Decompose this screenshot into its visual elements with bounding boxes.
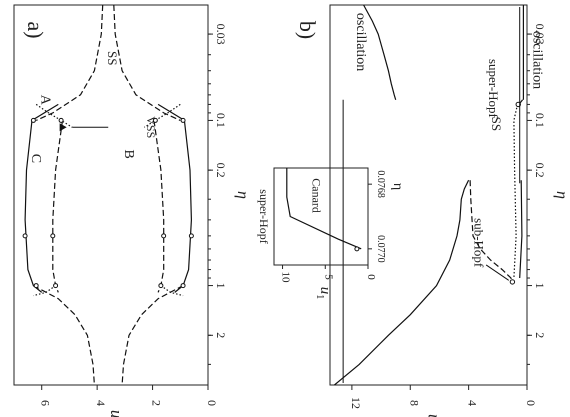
- panel-a-u-tick-label: 6: [39, 400, 53, 406]
- annotation-ss-label: SS: [105, 51, 120, 65]
- panel-b-series-solid: [519, 180, 523, 279]
- panel-b-series-dotted: [513, 104, 519, 279]
- panel-a-frame: [13, 4, 209, 386]
- panel-a-series-dashed: [113, 4, 181, 121]
- hopf-point-marker: [509, 279, 516, 285]
- inset-eta-axis-label: η: [390, 183, 405, 190]
- panel-b-eta-axis-label: η: [553, 191, 570, 199]
- inset-u-tick-label: 10: [280, 272, 292, 284]
- inset-eta-tick-label: 0.0770: [375, 235, 386, 262]
- branch-point-marker: [158, 283, 164, 289]
- panel-b: b) 0.030.10.21204812ηu1oscillationoscill…: [295, 4, 570, 417]
- panel-a-series-dashed: [153, 120, 165, 293]
- branch-point-marker: [180, 117, 186, 123]
- panel-a-series-dotted: [35, 103, 73, 128]
- panel-b-series-solid: [363, 4, 397, 100]
- inset-frame: [273, 167, 369, 266]
- panel-a-series-dashed: [121, 285, 184, 386]
- panel-a-u-tick-label: 2: [150, 400, 164, 406]
- panel-a-u-tick-label: 0: [205, 400, 219, 406]
- panel-a-eta-axis-label: η: [234, 191, 251, 199]
- inset-super-hopf-label: super-Hopf: [257, 189, 271, 243]
- panel-b-frame: [329, 4, 528, 386]
- sub-hopf-label: sub-Hopf: [471, 218, 486, 268]
- branch-point-marker: [180, 283, 186, 289]
- inset-canard-label: Canard: [309, 178, 323, 213]
- panel-b-eta-tick-label: 2: [533, 332, 547, 338]
- panel-a-eta-tick-label: 0.03: [214, 24, 228, 45]
- panel-b-u-axis-label: u1: [422, 414, 444, 417]
- branch-point-marker: [152, 117, 158, 123]
- annotation-c-label: C: [28, 154, 43, 163]
- panel-b-eta-tick-label: 0.2: [533, 163, 547, 178]
- panel-b-eta-tick-label: 0.03: [533, 24, 547, 45]
- panel-a-series-dashed: [33, 285, 95, 386]
- inset-eta-tick-label: 0.0768: [375, 170, 386, 198]
- branch-point-marker: [53, 283, 59, 289]
- panel-b-eta-tick-label: 1: [533, 283, 547, 289]
- annotation-vss-label: VSS: [144, 116, 158, 138]
- panel-a: a) 0.03 0.1 0.2 1 2 0 2 4 6 η u1,2 A B C SS VSS: [13, 4, 251, 417]
- inset-series-solid: [286, 168, 362, 250]
- branch-point-marker: [58, 117, 64, 123]
- panel-a-u-axis-label: u1,2: [104, 410, 126, 417]
- inset-u-tick-label: 0: [365, 274, 377, 280]
- panel-a-u-tick-label: 4: [94, 400, 108, 406]
- annotation-a-label: A: [38, 95, 53, 106]
- super-hopf-label: super-Hopf: [486, 59, 501, 119]
- panel-a-eta-tick-label: 2: [214, 332, 228, 338]
- ss-label-b: SS: [489, 117, 504, 131]
- panel-b-series-solid: [334, 179, 470, 386]
- vss-arrow-head: [59, 123, 67, 132]
- panel-a-eta-tick-label: 0.2: [214, 163, 228, 178]
- panel-a-series-solid: [157, 103, 193, 293]
- panel-b-u-tick-label: 12: [349, 397, 363, 409]
- branch-point-marker: [22, 233, 28, 239]
- branch-point-marker: [33, 283, 39, 289]
- branch-point-marker: [161, 233, 167, 239]
- branch-point-marker: [30, 117, 36, 123]
- panel-a-series-dotted: [143, 103, 181, 128]
- panel-b-u-tick-label: 4: [466, 400, 480, 406]
- panel-a-eta-tick-label: 1: [214, 283, 228, 289]
- panel-a-series-dashed: [52, 120, 64, 293]
- inset-u-tick-label: 5: [322, 274, 334, 280]
- branch-point-marker: [188, 233, 194, 239]
- panel-a-eta-tick-label: 0.1: [214, 113, 228, 128]
- panel-b-eta-tick-label: 0.1: [533, 113, 547, 128]
- sub-hopf-arrow: [485, 264, 510, 281]
- panel-a-series-dashed: [35, 4, 104, 121]
- panel-b-u-tick-label: 0: [524, 400, 538, 406]
- panel-b-plot: 0.030.10.21204812ηu1oscillationoscillati…: [334, 4, 570, 417]
- panel-b-label: b): [295, 21, 320, 39]
- branch-point-marker: [50, 233, 56, 239]
- panel-b-u-tick-label: 8: [407, 400, 421, 406]
- oscillation-top-label: oscillation: [530, 31, 545, 89]
- panel-b-series-dashed: [469, 180, 513, 283]
- oscillation-bottom-label: oscillation: [353, 13, 368, 71]
- panel-a-label: a): [23, 21, 48, 38]
- panel-a-plot: 0.03 0.1 0.2 1 2 0 2 4 6 η u1,2 A B C SS VSS: [22, 4, 251, 417]
- annotation-b-label: B: [121, 149, 136, 158]
- inset-hopf-marker: [354, 246, 360, 252]
